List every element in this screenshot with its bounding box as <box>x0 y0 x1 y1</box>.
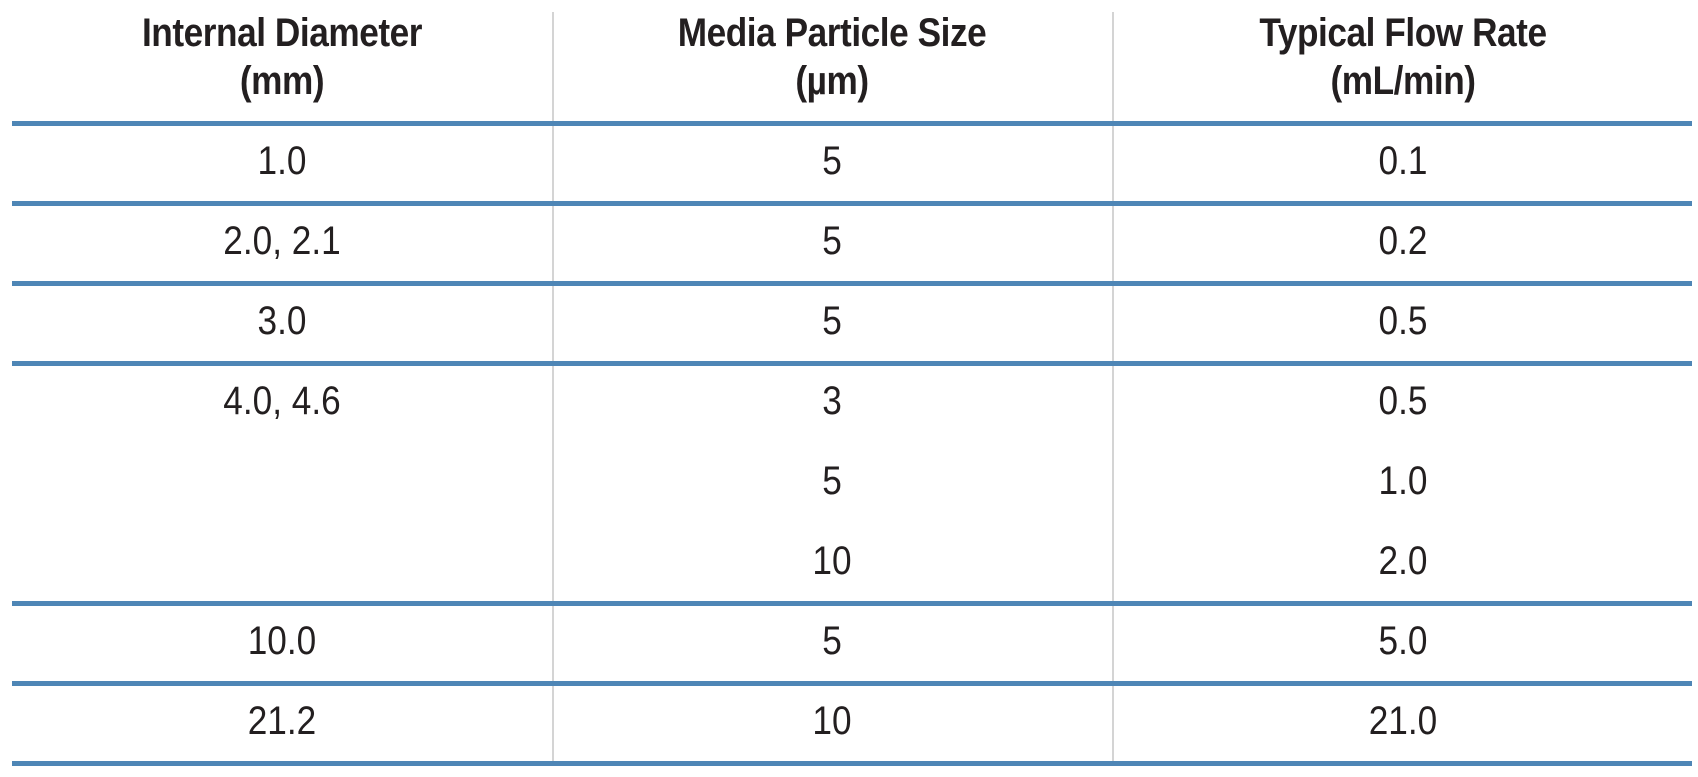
header-unit: (µm) <box>795 59 869 103</box>
particle-size-cell: 5 <box>822 218 842 263</box>
particle-size-cell: 5 <box>822 458 842 503</box>
row-rule <box>12 201 1692 206</box>
diameter-cell: 1.0 <box>257 138 307 183</box>
diameter-cell: 2.0, 2.1 <box>223 218 341 263</box>
header-typical-flow-rate: Typical Flow Rate (mL/min) <box>1149 8 1658 106</box>
row-rule <box>12 601 1692 606</box>
flow-rate-cell: 0.5 <box>1378 298 1428 343</box>
row-rule <box>12 121 1692 126</box>
diameter-cell: 21.2 <box>247 698 317 743</box>
flow-rate-cell: 0.5 <box>1378 378 1428 423</box>
diameter-cell: 4.0, 4.6 <box>223 378 341 423</box>
flow-rate-cell: 5.0 <box>1378 618 1428 663</box>
header-unit: (mm) <box>239 59 325 103</box>
diameter-cell <box>44 441 519 521</box>
particle-size-cell: 10 <box>812 538 852 583</box>
header-label: Media Particle Size <box>677 11 987 55</box>
row-rule <box>12 761 1692 766</box>
particle-size-cell: 5 <box>822 298 842 343</box>
particle-size-cell: 3 <box>822 378 842 423</box>
flow-rate-cell: 0.2 <box>1378 218 1428 263</box>
row-rule <box>12 361 1692 366</box>
flow-rate-cell: 1.0 <box>1378 458 1428 503</box>
flow-rate-cell: 21.0 <box>1368 698 1438 743</box>
column-divider <box>552 12 554 764</box>
flow-rate-cell: 2.0 <box>1378 538 1428 583</box>
flow-rate-cell: 0.1 <box>1378 138 1428 183</box>
row-rule <box>12 281 1692 286</box>
diameter-cell: 3.0 <box>257 298 307 343</box>
row-rule <box>12 681 1692 686</box>
diameter-cell: 10.0 <box>247 618 317 663</box>
diameter-cell <box>44 521 519 601</box>
header-internal-diameter: Internal Diameter (mm) <box>44 8 519 106</box>
header-label: Internal Diameter <box>141 11 423 55</box>
column-divider <box>1112 12 1114 764</box>
header-label: Typical Flow Rate <box>1259 11 1547 55</box>
particle-size-cell: 10 <box>812 698 852 743</box>
particle-size-cell: 5 <box>822 138 842 183</box>
header-unit: (mL/min) <box>1330 59 1476 103</box>
particle-size-cell: 5 <box>822 618 842 663</box>
header-media-particle-size: Media Particle Size (µm) <box>587 8 1076 106</box>
